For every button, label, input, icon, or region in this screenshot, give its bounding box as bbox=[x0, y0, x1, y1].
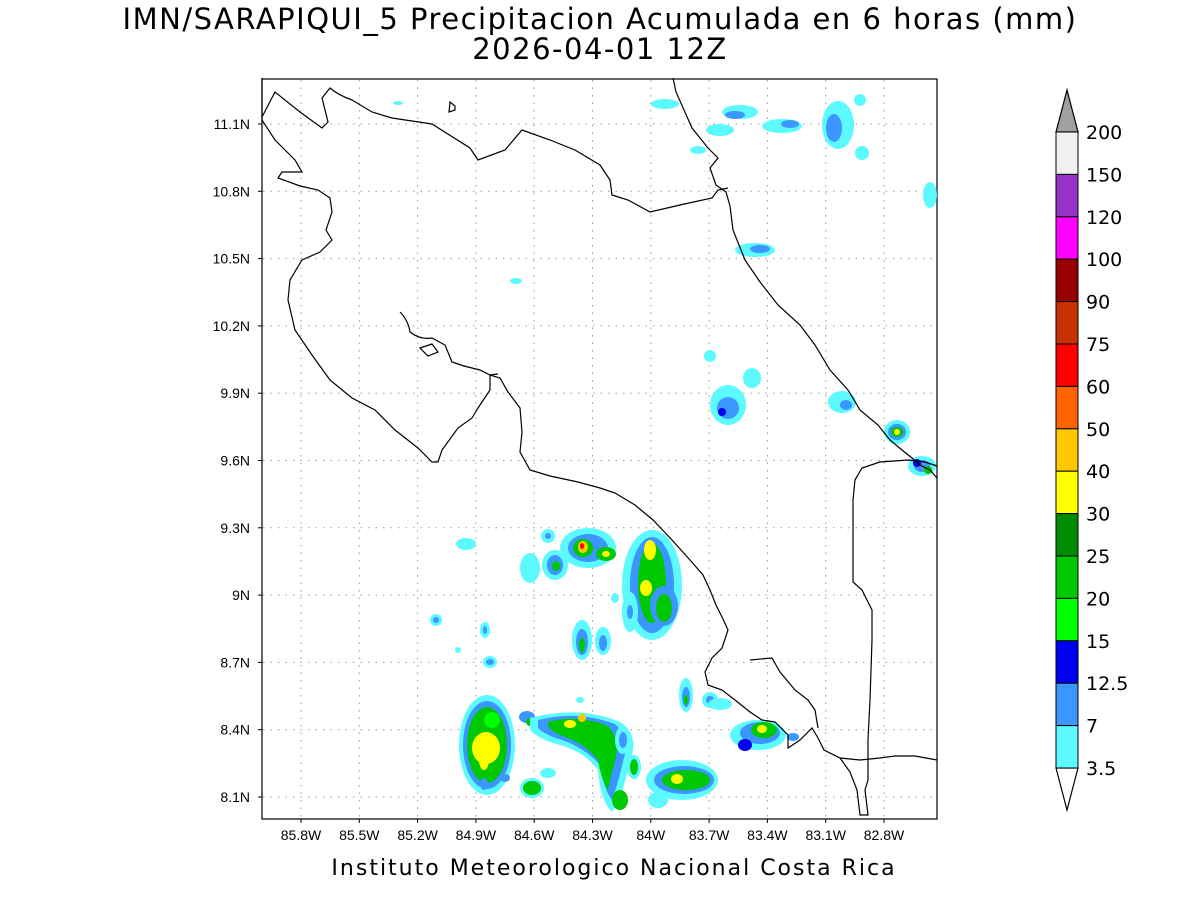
colorbar-swatch bbox=[1055, 173, 1079, 218]
lon-tick-label: 84.9W bbox=[456, 827, 497, 843]
colorbar-swatch bbox=[1055, 131, 1079, 175]
lat-tick-label: 11.1N bbox=[214, 116, 250, 132]
precipitation-field bbox=[393, 94, 937, 812]
precip-cell bbox=[459, 695, 556, 798]
colorbar-label: 30 bbox=[1086, 504, 1110, 526]
lon-tick-label: 83.4W bbox=[747, 827, 788, 843]
colorbar-swatch bbox=[1055, 555, 1079, 599]
colorbar-swatch bbox=[1055, 301, 1079, 345]
colorbar-label: 150 bbox=[1086, 164, 1122, 186]
colorbar-swatch bbox=[1055, 216, 1079, 260]
colorbar-label: 40 bbox=[1086, 461, 1110, 483]
lon-tick-label: 84.3W bbox=[572, 827, 613, 843]
colorbar-swatch bbox=[1055, 682, 1079, 727]
latitude-labels: 11.1N 10.8N 10.5N 10.2N 9.9N 9.6N 9.3N 9N 8.7N 8.… bbox=[213, 116, 262, 805]
colorbar-label: 120 bbox=[1086, 207, 1122, 229]
lat-tick-label: 8.4N bbox=[220, 722, 250, 738]
colorbar-label: 12.5 bbox=[1086, 673, 1128, 695]
lon-tick-label: 85.8W bbox=[281, 827, 322, 843]
colorbar-swatch bbox=[1055, 470, 1079, 515]
colorbar-label: 100 bbox=[1086, 249, 1122, 271]
lat-tick-label: 9.9N bbox=[220, 385, 250, 401]
colorbar-min-arrow bbox=[1055, 767, 1079, 813]
lon-tick-label: 83.1W bbox=[805, 827, 846, 843]
colorbar-swatch bbox=[1055, 725, 1079, 769]
map-frame bbox=[261, 78, 938, 820]
colorbar-swatch bbox=[1055, 640, 1079, 684]
colorbar-swatch bbox=[1055, 258, 1079, 303]
precip-cell bbox=[530, 697, 641, 812]
colorbar-swatch bbox=[1055, 513, 1079, 557]
coastline bbox=[261, 77, 938, 816]
colorbar-swatch bbox=[1055, 385, 1079, 430]
precip-cell bbox=[430, 528, 682, 668]
colorbar-swatch bbox=[1055, 343, 1079, 387]
colorbar-label: 200 bbox=[1086, 122, 1122, 144]
colorbar-label: 25 bbox=[1086, 546, 1110, 568]
colorbar-swatch bbox=[1055, 597, 1079, 642]
map-subtitle-date: 2026-04-01 12Z bbox=[472, 32, 728, 66]
lon-tick-label: 83.7W bbox=[689, 827, 730, 843]
precip-cell bbox=[646, 678, 799, 808]
colorbar-legend: 200 150 120 100 90 75 60 50 40 30 25 20 15 12.5 7 3.5 bbox=[1055, 87, 1128, 813]
footer-credit: Instituto Meteorologico Nacional Costa R… bbox=[331, 856, 897, 881]
lon-tick-label: 84.6W bbox=[514, 827, 555, 843]
colorbar-label: 3.5 bbox=[1086, 758, 1116, 780]
precip-cell bbox=[393, 94, 937, 284]
lat-tick-label: 10.5N bbox=[213, 251, 250, 267]
lon-tick-label: 82.8W bbox=[864, 827, 905, 843]
lon-tick-label: 85.2W bbox=[397, 827, 438, 843]
lon-tick-label: 84W bbox=[636, 827, 666, 843]
lat-tick-label: 10.2N bbox=[213, 318, 250, 334]
lat-tick-label: 9.3N bbox=[220, 520, 250, 536]
colorbar-label: 20 bbox=[1086, 588, 1110, 610]
map-title: IMN/SARAPIQUI_5 Precipitacion Acumulada … bbox=[122, 2, 1078, 36]
lat-tick-label: 8.1N bbox=[220, 789, 250, 805]
colorbar-label: 15 bbox=[1086, 631, 1110, 653]
lat-tick-label: 8.7N bbox=[220, 654, 250, 670]
longitude-labels: 85.8W 85.5W 85.2W 84.9W 84.6W 84.3W 84W 83.7W 83… bbox=[281, 819, 905, 843]
colorbar-label: 50 bbox=[1086, 419, 1110, 441]
lat-tick-label: 9N bbox=[232, 587, 250, 603]
colorbar-swatch bbox=[1055, 428, 1079, 472]
colorbar-label: 90 bbox=[1086, 292, 1110, 314]
lon-tick-label: 85.5W bbox=[339, 827, 380, 843]
lat-tick-label: 9.6N bbox=[220, 453, 250, 469]
colorbar-max-arrow bbox=[1055, 87, 1079, 133]
colorbar-label: 75 bbox=[1086, 334, 1110, 356]
lat-tick-label: 10.8N bbox=[213, 183, 250, 199]
colorbar-label: 60 bbox=[1086, 376, 1110, 398]
colorbar-label: 7 bbox=[1086, 716, 1098, 738]
